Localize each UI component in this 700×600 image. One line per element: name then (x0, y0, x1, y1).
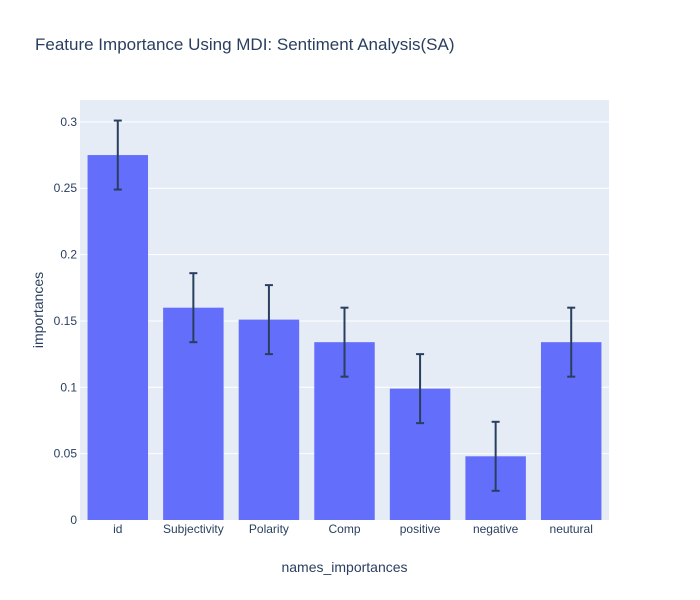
x-tick-label: Comp (328, 522, 360, 536)
error-bar-neutural (567, 306, 576, 378)
error-bar-subjectivity (189, 272, 198, 344)
y-tick-label: 0.05 (54, 447, 78, 461)
x-tick-label: id (113, 522, 122, 536)
y-tick-label: 0.2 (60, 248, 77, 262)
bar-id (87, 155, 149, 520)
y-tick-label: 0 (70, 513, 77, 527)
y-axis-ticks: 0 0.05 0.1 0.15 0.2 0.25 0.3 (54, 115, 78, 527)
y-tick-label: 0.15 (54, 314, 78, 328)
x-tick-label: Subjectivity (163, 522, 224, 536)
error-bar-id (113, 119, 122, 191)
error-bar-positive (416, 353, 425, 425)
x-axis-title: names_importances (281, 559, 407, 575)
x-axis-ticks: id Subjectivity Polarity Comp positive negati… (113, 522, 593, 536)
y-tick-label: 0.3 (60, 115, 77, 129)
error-bars (113, 119, 576, 492)
error-bar-polarity (264, 284, 273, 356)
y-tick-label: 0.1 (60, 380, 77, 394)
error-bar-negative (491, 420, 500, 492)
y-axis-title: importances (30, 272, 46, 348)
x-tick-label: positive (400, 522, 441, 536)
chart-title: Feature Importance Using MDI: Sentiment … (35, 35, 455, 54)
bars (87, 155, 602, 520)
y-tick-label: 0.25 (54, 181, 78, 195)
x-tick-label: neutural (550, 522, 593, 536)
x-tick-label: negative (473, 522, 519, 536)
error-bar-comp (340, 306, 349, 378)
x-tick-label: Polarity (249, 522, 289, 536)
